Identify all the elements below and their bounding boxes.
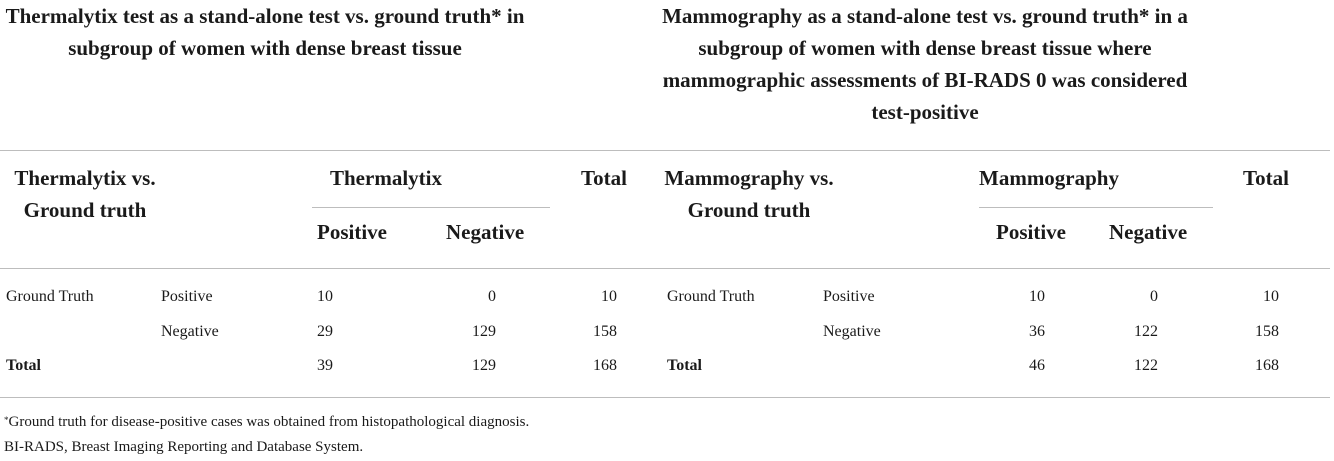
- left-row-label: Positive: [161, 288, 213, 305]
- right-cell-total: 158: [1255, 323, 1279, 340]
- left-cell-total: 158: [593, 323, 617, 340]
- right-cell-positive: 36: [1029, 323, 1045, 340]
- left-cell-negative: 129: [472, 323, 496, 340]
- right-col-positive: Positive: [996, 220, 1066, 244]
- header-bottom-rule: [0, 268, 1330, 269]
- right-cell-positive: 46: [1029, 357, 1045, 374]
- right-cell-negative: 122: [1134, 357, 1158, 374]
- right-cell-negative: 122: [1134, 323, 1158, 340]
- footnote-ground-truth: *Ground truth for disease-positive cases…: [4, 412, 529, 432]
- left-test-header: Thermalytix: [330, 166, 442, 190]
- left-header-underline: [312, 207, 550, 208]
- right-row-group: Ground Truth: [667, 288, 755, 305]
- right-total-row-label: Total: [667, 357, 702, 374]
- right-col-negative: Negative: [1109, 220, 1188, 244]
- right-header-underline: [979, 207, 1213, 208]
- left-cell-total: 168: [593, 357, 617, 374]
- left-cell-total: 10: [601, 288, 617, 305]
- left-total-row-label: Total: [6, 357, 41, 374]
- footnote-ground-truth-text: Ground truth for disease-positive cases …: [8, 414, 530, 430]
- left-corner-header: Thermalytix vs. Ground truth: [14, 166, 156, 222]
- table-top-rule: [0, 150, 1330, 151]
- right-cell-positive: 10: [1029, 288, 1045, 305]
- right-cell-total: 10: [1263, 288, 1279, 305]
- left-col-positive: Positive: [317, 220, 387, 244]
- footnote-star-mark: *: [4, 415, 9, 425]
- left-cell-negative: 129: [472, 357, 496, 374]
- left-row-label: Negative: [161, 323, 219, 340]
- right-cell-negative: 0: [1150, 288, 1158, 305]
- right-col-total: Total: [1243, 166, 1289, 190]
- footnote-abbreviation: BI-RADS, Breast Imaging Reporting and Da…: [4, 439, 364, 455]
- left-cell-positive: 29: [317, 323, 333, 340]
- left-cell-negative: 0: [488, 288, 496, 305]
- right-row-label: Negative: [823, 323, 881, 340]
- right-cell-total: 168: [1255, 357, 1279, 374]
- right-table-title: Mammography as a stand-alone test vs. gr…: [662, 4, 1188, 124]
- left-table-title: Thermalytix test as a stand-alone test v…: [5, 4, 525, 60]
- left-cell-positive: 10: [317, 288, 333, 305]
- left-col-total: Total: [581, 166, 627, 190]
- table-bottom-rule: [0, 397, 1330, 398]
- left-row-group: Ground Truth: [6, 288, 94, 305]
- right-test-header: Mammography: [979, 166, 1119, 190]
- right-row-label: Positive: [823, 288, 875, 305]
- left-col-negative: Negative: [446, 220, 525, 244]
- right-corner-header: Mammography vs. Ground truth: [664, 166, 834, 222]
- left-cell-positive: 39: [317, 357, 333, 374]
